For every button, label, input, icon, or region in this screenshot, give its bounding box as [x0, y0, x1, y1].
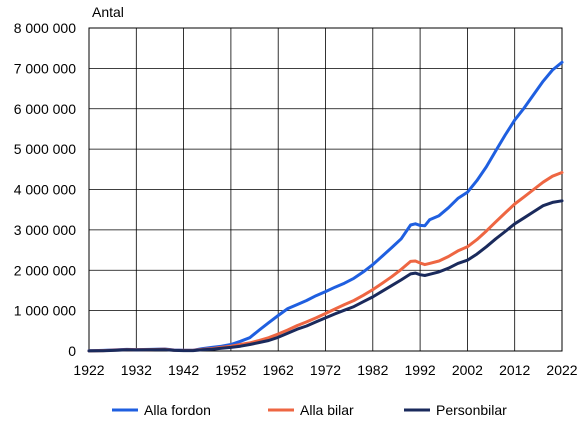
y-tick-label: 0 — [68, 343, 76, 359]
y-tick-label: 3 000 000 — [14, 222, 76, 238]
series-line-personbilar — [87, 199, 564, 353]
x-tick-label: 1962 — [263, 362, 294, 378]
x-tick-label: 2012 — [499, 362, 530, 378]
x-tick-label: 2022 — [546, 362, 577, 378]
x-tick-label: 1932 — [121, 362, 152, 378]
y-tick-labels: 0 1 000 000 2 000 000 3 000 000 4 000 000 5 0… — [14, 20, 77, 359]
y-tick-label: 5 000 000 — [14, 141, 76, 157]
x-tick-label: 1972 — [310, 362, 341, 378]
legend-label-alla-bilar: Alla bilar — [300, 402, 354, 418]
y-tick-label: 4 000 000 — [14, 182, 76, 198]
x-tick-labels: 1922 1932 1942 1952 1962 1972 1982 1992 2002 2012… — [73, 362, 577, 378]
y-tick-label: 2 000 000 — [14, 262, 76, 278]
x-tick-label: 1992 — [405, 362, 436, 378]
x-tick-label: 1942 — [168, 362, 199, 378]
x-tick-label: 1982 — [357, 362, 388, 378]
y-axis-label: Antal — [92, 4, 124, 20]
x-tick-label: 2002 — [452, 362, 483, 378]
gridlines — [88, 27, 563, 352]
legend-label-alla-fordon: Alla fordon — [144, 402, 211, 418]
x-tick-label: 1922 — [73, 362, 104, 378]
legend: Alla fordon Alla bilar Personbilar — [112, 402, 507, 418]
y-tick-label: 1 000 000 — [14, 303, 76, 319]
y-tick-label: 8 000 000 — [14, 20, 76, 36]
y-tick-label: 6 000 000 — [14, 101, 76, 117]
plot-border — [88, 27, 563, 352]
x-tick-label: 1952 — [215, 362, 246, 378]
y-tick-label: 7 000 000 — [14, 60, 76, 76]
legend-label-personbilar: Personbilar — [436, 402, 507, 418]
series-lines — [87, 60, 564, 353]
